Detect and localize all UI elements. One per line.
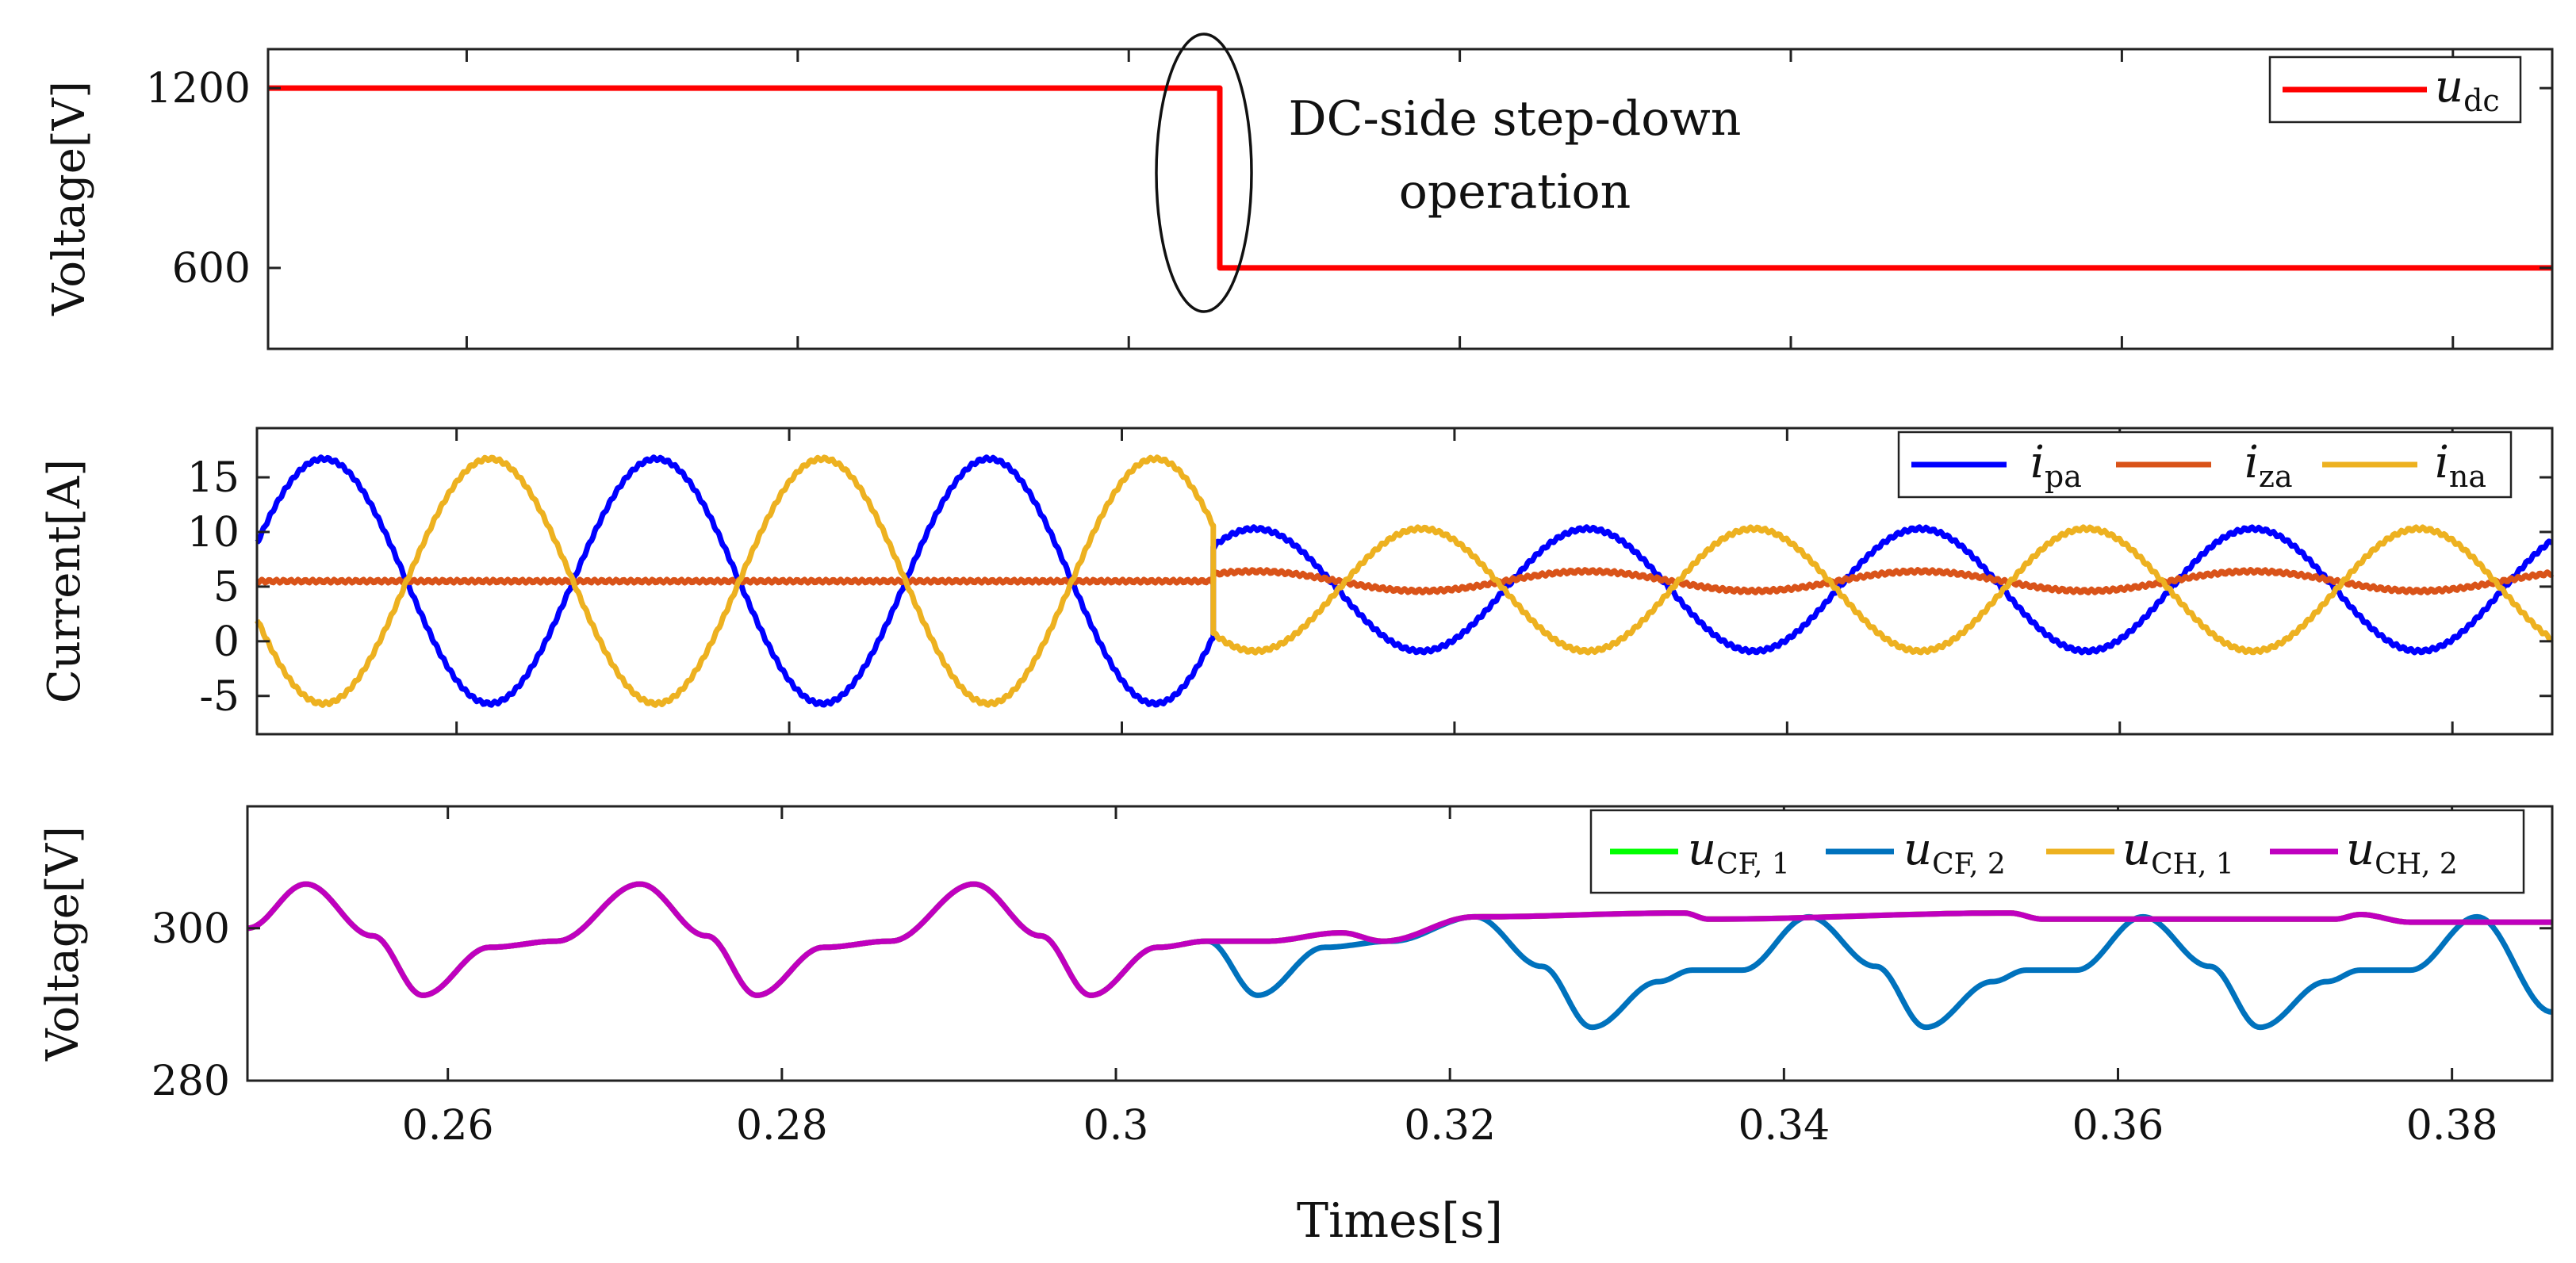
series-line-udc (268, 85, 2552, 271)
legend-entry-uch2: uCH, 2 (2346, 824, 2458, 881)
legend-entry-uch1: uCH, 1 (2122, 824, 2234, 881)
x-tick-label: 0.26 (402, 1102, 494, 1150)
y-tick-label: 280 (151, 1058, 230, 1105)
y-tick-label: 300 (151, 905, 230, 953)
legend: udc (2268, 55, 2522, 124)
legend: ipa iza ina (1897, 431, 2513, 499)
series-line-ina (255, 454, 2554, 708)
legend-entry-ina: ina (2435, 437, 2486, 494)
highlight-ellipse (1155, 33, 1253, 313)
plot-frame (266, 48, 2554, 350)
panel-capacitor-voltages: 280 300 0.26 0.28 0.3 0.32 0.34 0.36 0.38 Voltag… (37, 805, 2554, 1249)
y-tick-label: 10 (187, 509, 240, 557)
x-tick-label: 0.38 (2406, 1102, 2498, 1150)
series-line-uch2 (247, 881, 2552, 998)
legend: uCF, 1 uCF, 2 uCH, 1 uCH, 2 (1589, 809, 2525, 894)
series-line-iza (255, 567, 2555, 595)
x-tick-label: 0.36 (2072, 1102, 2164, 1150)
y-tick-label: 1200 (146, 65, 251, 113)
legend-entry-ucf2: uCF, 2 (1903, 824, 2006, 881)
legend-entry-udc: udc (2435, 61, 2500, 118)
y-axis-label: Voltage[V] (44, 81, 95, 316)
y-axis-label: Current[A] (39, 459, 90, 703)
plot-frame (255, 427, 2554, 736)
panel-dc-voltage: 600 1200 Voltage[V] DC-side step-down ope… (44, 33, 2554, 350)
panel-currents: -5 0 5 10 15 Current[A] ipa iza ina (39, 427, 2555, 736)
y-tick-label: -5 (199, 673, 240, 721)
plot-frame (246, 805, 2554, 1082)
y-axis-label: Voltage[V] (37, 826, 89, 1062)
x-tick-label: 0.28 (736, 1102, 828, 1150)
x-tick-label: 0.3 (1083, 1102, 1149, 1150)
y-tick-label: 15 (187, 454, 240, 502)
x-tick-label: 0.34 (1738, 1102, 1830, 1150)
y-tick-label: 0 (213, 618, 240, 666)
legend-entry-ucf1: uCF, 1 (1688, 824, 1790, 881)
annotation-line-1: DC-side step-down (1289, 91, 1742, 147)
x-tick-label: 0.32 (1404, 1102, 1496, 1150)
y-tick-label: 600 (172, 245, 251, 293)
legend-entry-iza: iza (2244, 437, 2293, 494)
y-tick-label: 5 (213, 564, 240, 611)
annotation-line-2: operation (1399, 164, 1631, 220)
legend-entry-ipa: ipa (2030, 437, 2082, 494)
x-axis-label: Times[s] (1297, 1193, 1503, 1249)
